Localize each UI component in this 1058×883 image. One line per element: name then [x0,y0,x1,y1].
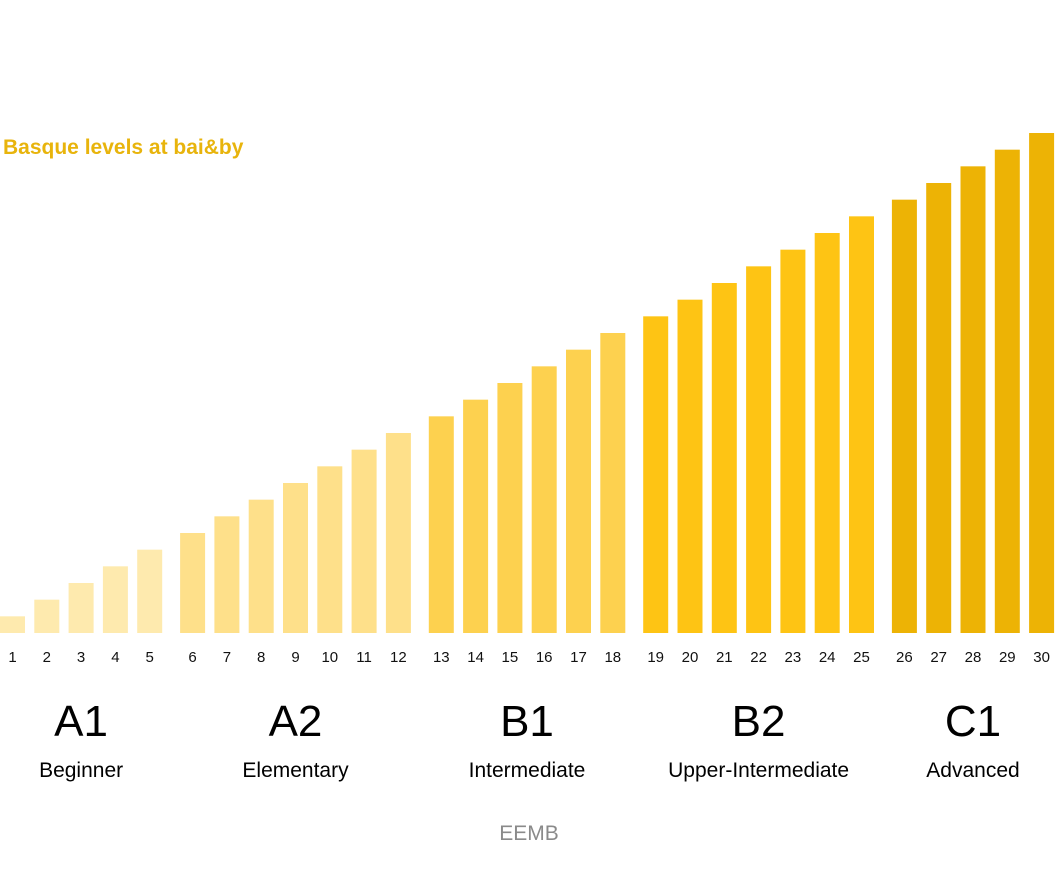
bar-level-26 [891,199,917,634]
level-group-label: Elementary [242,759,349,782]
level-group-code: B1 [500,697,554,746]
tick-label-29: 29 [999,649,1016,666]
tick-label-7: 7 [223,649,231,666]
bar-level-29 [994,149,1020,634]
tick-label-4: 4 [111,649,119,666]
bar-level-25 [849,216,874,633]
tick-label-21: 21 [716,649,733,666]
level-group-c1: C1 Advanced [926,696,1019,784]
bars-layer [0,133,1055,634]
bar-level-3 [68,583,94,633]
bar-level-16 [531,366,557,633]
tick-label-8: 8 [257,649,265,666]
tick-label-12: 12 [390,649,407,666]
bar-level-4 [102,566,128,633]
footer-text: EEMB [499,822,559,845]
tick-label-18: 18 [604,649,621,666]
bar-level-9 [283,483,308,633]
tick-label-17: 17 [570,649,587,666]
tick-label-3: 3 [77,649,85,666]
bar-level-12 [385,433,411,633]
bar-level-13 [428,416,454,633]
tick-label-2: 2 [43,649,51,666]
tick-label-25: 25 [853,649,870,666]
level-group-b2: B2 Upper-Intermediate [668,696,849,784]
level-group-a1: A1 Beginner [39,696,123,784]
bar-level-27 [926,183,952,633]
bar-level-15 [497,383,523,633]
tick-label-13: 13 [433,649,450,666]
tick-label-30: 30 [1033,649,1050,666]
tick-label-10: 10 [321,649,338,666]
bar-level-2 [34,599,60,633]
tick-label-19: 19 [647,649,664,666]
bar-level-23 [780,249,806,634]
tick-label-22: 22 [750,649,767,666]
tick-label-20: 20 [682,649,699,666]
level-group-label: Upper-Intermediate [668,759,850,782]
bar-level-6 [180,533,206,633]
bar-level-11 [351,449,377,633]
bar-level-7 [214,516,240,633]
bar-level-14 [463,399,489,633]
tick-label-16: 16 [536,649,553,666]
bar-level-10 [317,466,343,633]
level-group-code: C1 [944,697,1002,746]
tick-label-14: 14 [467,649,484,666]
tick-label-26: 26 [896,649,913,666]
level-group-a2: A2 Elementary [242,696,348,784]
bar-level-24 [814,233,840,633]
level-group-code: A2 [268,697,323,746]
tick-label-27: 27 [930,649,947,666]
tick-label-1: 1 [8,649,16,666]
bar-level-18 [600,333,626,633]
tick-label-28: 28 [965,649,982,666]
level-group-label: Intermediate [468,759,586,782]
tick-label-9: 9 [291,649,299,666]
bar-level-17 [566,349,591,633]
tick-label-23: 23 [785,649,802,666]
bar-level-19 [643,316,669,633]
bar-level-22 [746,266,772,633]
tick-label-6: 6 [188,649,196,666]
tick-label-24: 24 [819,649,836,666]
bar-level-1 [0,616,25,633]
level-group-code: A1 [54,697,108,746]
bar-level-21 [711,283,737,633]
tick-labels-layer: 1 2 3 4 5 6 7 8 9 10 11 12 13 14 15 16 17 18 19 20 21 22 23 24 2… [8,649,1050,666]
level-group-label: Advanced [926,759,1020,782]
bar-level-20 [677,299,703,633]
bar-chart: 1 2 3 4 5 6 7 8 9 10 11 12 13 14 15 16 17 18 19 20 21 22 23 24 2… [0,133,1055,666]
level-group-code: B2 [731,697,786,746]
level-group-b1: B1 Intermediate [469,696,586,784]
chart-title: Basque levels at bai&by [3,136,244,159]
bar-level-28 [960,166,986,633]
bar-level-30 [1029,133,1055,633]
level-group-label: Beginner [39,759,124,782]
bar-level-8 [248,499,274,633]
tick-label-5: 5 [146,649,154,666]
bar-level-5 [137,549,163,633]
tick-label-15: 15 [502,649,519,666]
tick-label-11: 11 [356,649,372,666]
